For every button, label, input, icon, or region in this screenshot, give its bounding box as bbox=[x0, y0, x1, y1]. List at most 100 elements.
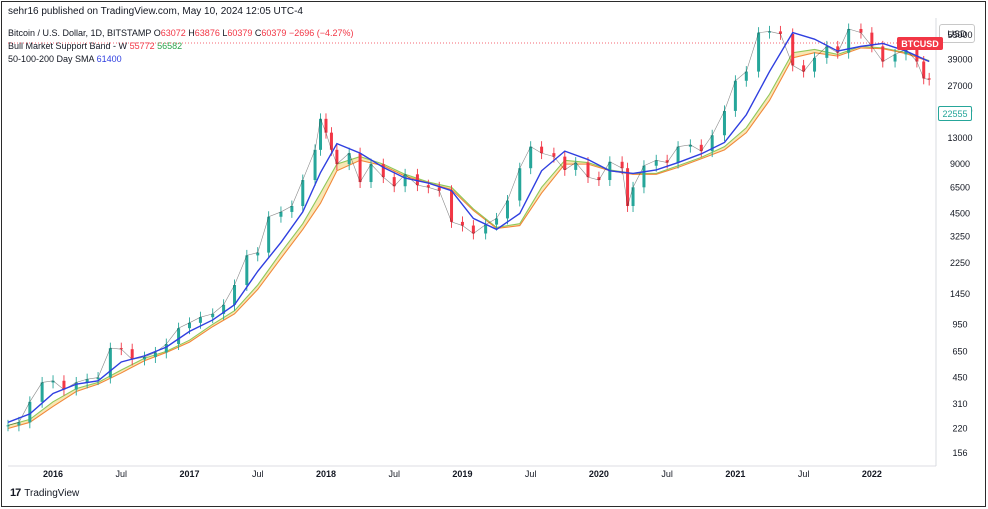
candle-body bbox=[426, 185, 430, 188]
candle-body bbox=[198, 317, 202, 323]
y-tick-label: 4500 bbox=[950, 209, 970, 219]
x-tick-label: Jul bbox=[798, 469, 810, 479]
y-tick-label: 3250 bbox=[950, 232, 970, 242]
candle-body bbox=[392, 177, 396, 187]
y-tick-label: 9000 bbox=[950, 159, 970, 169]
tradingview-mark-icon: 17 bbox=[10, 487, 21, 499]
x-tick-label: 2016 bbox=[43, 469, 63, 479]
candle-body bbox=[626, 168, 630, 207]
candle-body bbox=[699, 144, 703, 152]
candle-body bbox=[329, 132, 333, 150]
sma-line bbox=[7, 31, 930, 423]
x-tick-label: 2017 bbox=[179, 469, 199, 479]
candle-body bbox=[505, 200, 509, 219]
x-tick-label: 2022 bbox=[862, 469, 882, 479]
low-value: 60379 bbox=[227, 28, 253, 38]
band-indicator-name: Bull Market Support Band - W bbox=[8, 41, 128, 51]
candle-body bbox=[62, 380, 66, 390]
candle-body bbox=[130, 349, 134, 360]
candle-body bbox=[324, 118, 328, 133]
symbol-price-tag: BTCUSD bbox=[897, 37, 943, 50]
bull-band-ema-line bbox=[7, 47, 930, 430]
candle-body bbox=[484, 224, 488, 234]
candle-body bbox=[335, 149, 339, 165]
candle-body bbox=[904, 49, 908, 55]
chart-legend: Bitcoin / U.S. Dollar, 1D, BITSTAMP O630… bbox=[8, 27, 354, 66]
candle-body bbox=[40, 382, 44, 402]
candle-body bbox=[825, 46, 829, 58]
y-tick-label: 27000 bbox=[947, 81, 972, 91]
y-tick-label: 13000 bbox=[947, 133, 972, 143]
candle-body bbox=[733, 80, 737, 111]
candle-body bbox=[177, 328, 181, 345]
candle-body bbox=[358, 153, 362, 183]
y-tick-label: 220 bbox=[952, 424, 967, 434]
legend-symbol-row[interactable]: Bitcoin / U.S. Dollar, 1D, BITSTAMP O630… bbox=[8, 27, 354, 40]
candle-body bbox=[688, 144, 692, 147]
y-tick-label: 55000 bbox=[947, 30, 972, 40]
brand-name: TradingView bbox=[24, 487, 80, 499]
candle-body bbox=[676, 146, 680, 163]
published-line: sehr16 published on TradingView.com, May… bbox=[8, 6, 303, 17]
legend-band-row[interactable]: Bull Market Support Band - W 55772 56582 bbox=[8, 40, 354, 53]
candle-body bbox=[563, 156, 567, 170]
tradingview-logo[interactable]: 17 TradingView bbox=[10, 487, 79, 499]
candle-body bbox=[586, 162, 590, 178]
candle-body bbox=[552, 153, 556, 157]
open-label: O bbox=[153, 28, 161, 38]
x-tick-label: 2020 bbox=[589, 469, 609, 479]
y-tick-label: 950 bbox=[952, 319, 967, 329]
candle-body bbox=[927, 78, 931, 80]
sma-group bbox=[7, 31, 930, 423]
candle-body bbox=[222, 304, 226, 314]
y-tick-label: 650 bbox=[952, 346, 967, 356]
x-tick-label: 2018 bbox=[316, 469, 336, 479]
candle-body bbox=[301, 180, 305, 207]
y-tick-label: 2250 bbox=[950, 258, 970, 268]
candle-body bbox=[893, 54, 897, 62]
candle-body bbox=[642, 165, 646, 188]
high-value: 63876 bbox=[194, 28, 220, 38]
y-tick-label: 1450 bbox=[950, 289, 970, 299]
x-axis-group: 2016 Jul 2017 Jul 2018 Jul 2019 Jul 2020 Jul 2021 J… bbox=[43, 469, 882, 479]
y-tick-label: 310 bbox=[952, 399, 967, 409]
candle-body bbox=[620, 161, 624, 169]
y-tick-label: 39000 bbox=[947, 55, 972, 65]
candle-body bbox=[28, 401, 32, 423]
candle-body bbox=[319, 118, 323, 150]
candle-body bbox=[665, 160, 669, 163]
candle-body bbox=[450, 190, 454, 222]
last-price-tag: 22555 bbox=[938, 106, 972, 121]
legend-sma-row[interactable]: 50-100-200 Day SMA 61400 bbox=[8, 53, 354, 66]
open-value: 63072 bbox=[160, 28, 186, 38]
candle-body bbox=[836, 46, 840, 53]
change-value: −2696 (−4.27%) bbox=[288, 28, 354, 38]
currency-button[interactable]: USD bbox=[939, 24, 975, 43]
candle-body bbox=[279, 211, 283, 217]
candle-body bbox=[768, 31, 772, 33]
candle-body bbox=[369, 164, 373, 183]
candle-body bbox=[347, 153, 351, 165]
x-tick-label: Jul bbox=[525, 469, 537, 479]
candle-body bbox=[460, 221, 464, 226]
bull-band-group bbox=[7, 45, 930, 430]
candle-body bbox=[51, 380, 55, 383]
candle-body bbox=[631, 187, 635, 207]
candle-body bbox=[870, 32, 874, 47]
candle-body bbox=[267, 216, 271, 253]
low-label: L bbox=[222, 28, 228, 38]
candle-body bbox=[6, 425, 10, 427]
candle-body bbox=[881, 46, 885, 62]
candle-body bbox=[529, 146, 533, 169]
candle-body bbox=[142, 357, 146, 360]
band-value-1: 55772 bbox=[129, 41, 155, 51]
candle-body bbox=[437, 187, 441, 191]
x-tick-label: Jul bbox=[661, 469, 673, 479]
candle-body bbox=[813, 57, 817, 72]
close-value: 60379 bbox=[261, 28, 287, 38]
candle-body bbox=[313, 149, 317, 181]
candle-body bbox=[415, 174, 419, 186]
candle-body bbox=[847, 28, 851, 53]
